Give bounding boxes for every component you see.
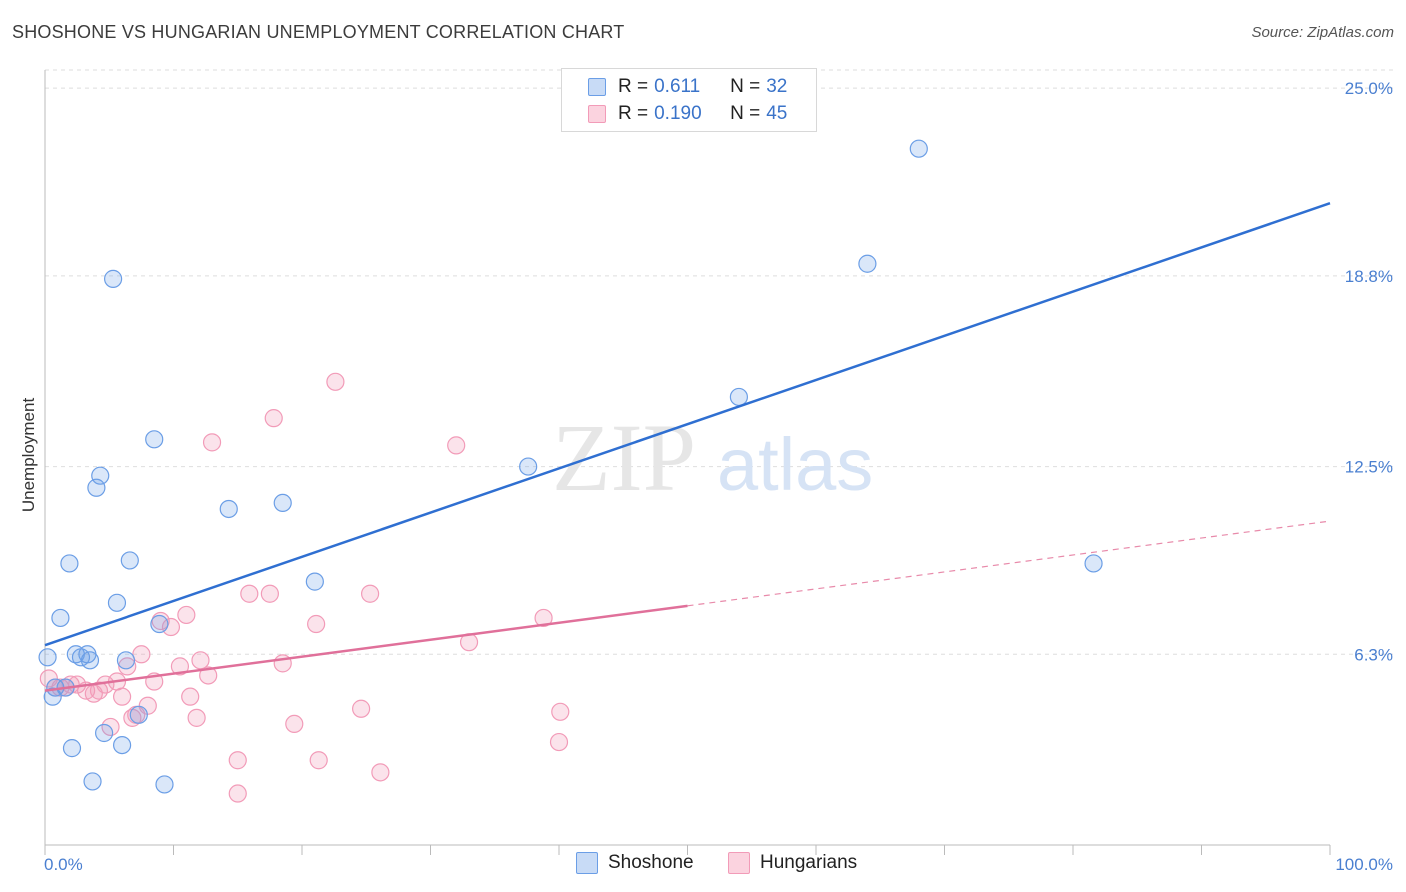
hungarians-point — [260, 584, 279, 603]
shoshone-trend-line — [44, 202, 1331, 647]
shoshone-point — [273, 493, 292, 513]
r-value: 0.611 — [654, 76, 701, 97]
hungarians-swatch — [588, 105, 606, 123]
shoshone-point — [1084, 554, 1103, 573]
hungarians-point — [371, 763, 390, 782]
shoshone-points — [38, 139, 1103, 794]
hungarians-point — [361, 584, 380, 603]
shoshone-swatch — [588, 78, 606, 96]
y-tick-label: 12.5% — [1345, 458, 1393, 477]
n-value: 32 — [766, 76, 788, 97]
grid-lines — [45, 69, 1395, 655]
hungarians-point — [551, 702, 570, 721]
shoshone-point — [51, 608, 70, 628]
hungarians-point — [132, 645, 151, 664]
hungarians-point — [112, 687, 132, 706]
watermark-zip: ZIP — [552, 404, 696, 511]
hungarians-point — [447, 436, 466, 455]
shoshone-point — [120, 551, 139, 570]
watermark: ZIP atlas — [552, 404, 873, 511]
source-label: Source: ZipAtlas.com — [1251, 24, 1394, 41]
legend-row-hungarians: R = 0.190 N = 45 — [588, 102, 787, 126]
axes — [44, 70, 1331, 855]
y-tick-label: 25.0% — [1345, 79, 1393, 98]
hungarians-point — [202, 433, 222, 452]
r-label: R = — [618, 76, 649, 97]
hungarians-point — [307, 614, 326, 634]
y-axis-title: Unemployment — [19, 398, 38, 513]
series-legend: Shoshone Hungarians — [0, 852, 1406, 876]
shoshone-point — [91, 466, 110, 485]
hungarians-point — [228, 751, 247, 770]
shoshone-point — [87, 478, 106, 497]
shoshone-point — [38, 648, 57, 667]
x-tick-labels: 0.0% 100.0% — [44, 855, 1393, 874]
shoshone-point — [155, 775, 174, 794]
hungarians-point — [151, 611, 170, 631]
legend-row-shoshone: R = 0.611 N = 32 — [588, 75, 787, 99]
shoshone-point — [95, 723, 114, 743]
shoshone-point — [145, 430, 164, 449]
shoshone-point — [83, 772, 102, 791]
shoshone-point — [107, 593, 127, 612]
hungarians-point — [228, 784, 247, 803]
hungarians-point — [161, 617, 181, 637]
legend-item-hungarians: Hungarians — [728, 852, 857, 874]
r-label: R = — [618, 103, 649, 124]
x-tick-label: 0.0% — [44, 855, 83, 874]
x-tick-label: 100.0% — [1335, 855, 1393, 874]
hungarians-point — [240, 584, 259, 603]
hungarians-swatch — [728, 852, 750, 874]
shoshone-point — [909, 139, 928, 158]
shoshone-point — [62, 739, 82, 758]
trend-lines — [44, 202, 1331, 692]
stats-legend: R = 0.611 N = 32 R = 0.190 N = 45 — [561, 68, 817, 132]
shoshone-point — [519, 457, 538, 476]
shoshone-point — [305, 572, 324, 591]
hungarians-point — [309, 751, 328, 770]
hungarians-point — [264, 409, 283, 428]
hungarians-point — [352, 699, 371, 718]
hungarians-trend-line — [44, 604, 688, 692]
shoshone-point — [116, 651, 136, 670]
hungarians-point — [181, 687, 200, 706]
hungarians-point — [187, 708, 206, 727]
hungarians-point — [326, 372, 345, 391]
shoshone-point — [150, 614, 169, 634]
shoshone-swatch — [576, 852, 598, 874]
watermark-atlas: atlas — [717, 423, 873, 506]
hungarians-points — [39, 372, 570, 803]
chart-title: SHOSHONE VS HUNGARIAN UNEMPLOYMENT CORRE… — [12, 22, 625, 42]
shoshone-point — [80, 651, 100, 670]
shoshone-point — [104, 269, 123, 288]
shoshone-point — [858, 254, 877, 273]
y-tick-label: 18.8% — [1345, 267, 1393, 286]
hungarians-point — [534, 608, 553, 628]
hungarians-point — [118, 657, 137, 676]
shoshone-point — [129, 705, 148, 724]
hungarians-point — [177, 605, 196, 625]
legend-label-shoshone: Shoshone — [608, 852, 694, 873]
r-value: 0.190 — [654, 103, 702, 124]
n-value: 45 — [766, 103, 788, 124]
shoshone-point — [219, 499, 238, 519]
hungarians-trend-extension — [687, 520, 1331, 607]
shoshone-point — [729, 387, 749, 407]
y-tick-labels: 6.3% 12.5% 18.8% 25.0% — [1345, 79, 1393, 664]
y-tick-label: 6.3% — [1354, 645, 1393, 664]
hungarians-point — [199, 666, 218, 685]
shoshone-point — [60, 554, 79, 573]
n-label: N = — [730, 103, 761, 124]
hungarians-point — [549, 732, 569, 752]
n-label: N = — [730, 76, 761, 97]
legend-label-hungarians: Hungarians — [760, 852, 858, 873]
hungarians-point — [191, 651, 210, 670]
shoshone-point — [112, 735, 132, 755]
hungarians-point — [170, 657, 190, 676]
hungarians-point — [285, 714, 304, 734]
legend-item-shoshone: Shoshone — [576, 852, 694, 874]
